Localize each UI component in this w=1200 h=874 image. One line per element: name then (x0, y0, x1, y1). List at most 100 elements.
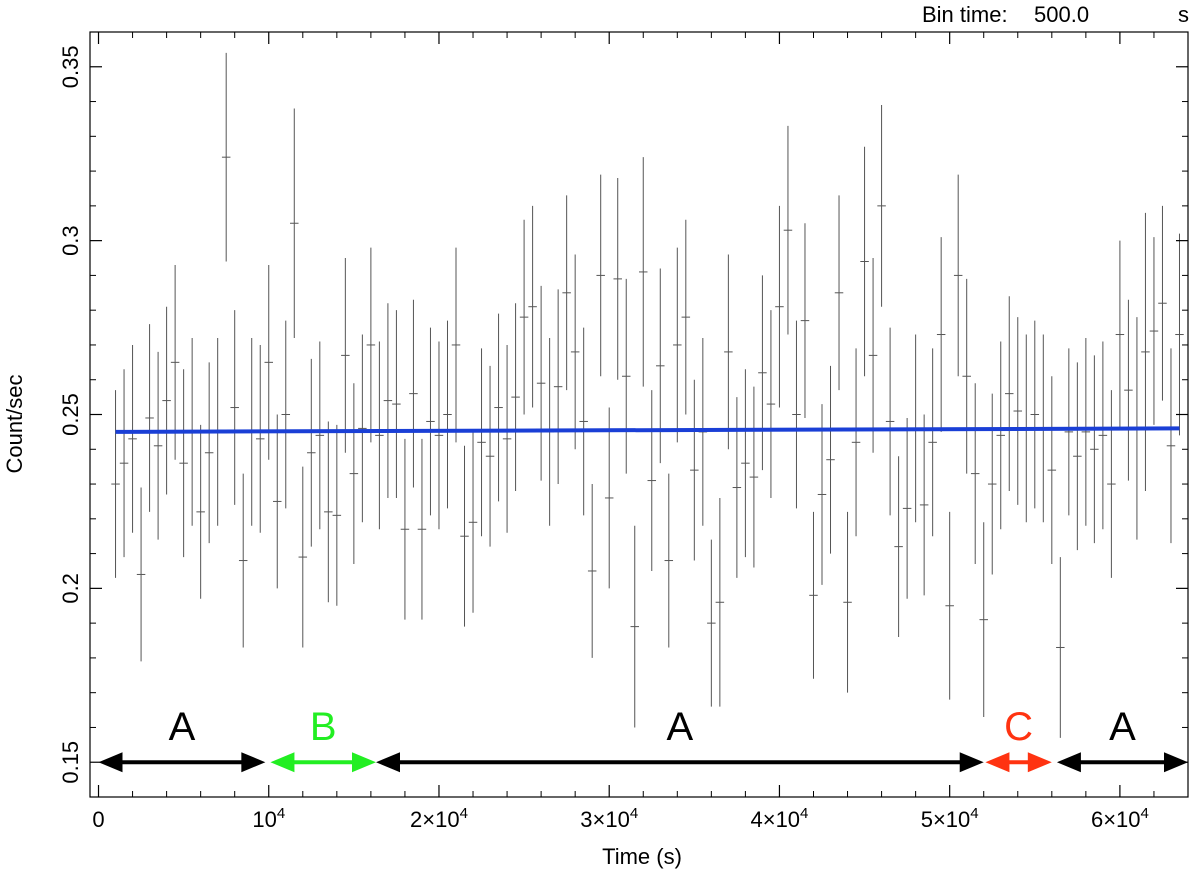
data-point (741, 369, 750, 558)
data-point (1141, 212, 1150, 491)
data-point (758, 275, 767, 471)
data-point (962, 278, 971, 474)
data-point (298, 466, 308, 648)
data-point (1175, 233, 1184, 436)
data-point (1149, 237, 1159, 425)
data-point (485, 365, 495, 547)
arrowhead-left (375, 752, 400, 773)
y-tick-label: 0.15 (58, 741, 83, 784)
data-point (238, 473, 248, 648)
data-point (919, 414, 929, 596)
data-point (460, 445, 469, 627)
segment-label: B (310, 705, 337, 749)
data-point (1013, 317, 1023, 505)
y-tick-label: 0.25 (58, 393, 83, 436)
x-tick-label: 0 (92, 807, 104, 832)
data-point (349, 383, 359, 565)
bin-time-value: 500.0 (1034, 2, 1089, 27)
data-point (877, 105, 886, 307)
data-point (111, 390, 120, 578)
y-axis-title: Count/sec (2, 374, 27, 473)
data-point (996, 341, 1005, 530)
fit-line-group (115, 426, 1180, 434)
data-point (128, 344, 137, 533)
data-point (264, 264, 273, 460)
arrowhead-left (985, 752, 1010, 773)
data-point (979, 522, 988, 718)
data-point (307, 358, 316, 547)
data-point (230, 310, 239, 505)
x-tick-label: 6×104 (1091, 805, 1149, 832)
data-point (383, 303, 393, 498)
data-point (417, 438, 427, 620)
data-point (1030, 320, 1040, 509)
data-point (621, 278, 631, 474)
data-point (528, 205, 537, 408)
segment-label: C (1004, 705, 1033, 749)
data-point (315, 341, 325, 530)
y-axis: 0.15 0.2 0.25 0.3 0.35 (58, 31, 1188, 798)
data-point (843, 511, 852, 693)
segment-label: A (667, 705, 694, 749)
data-point (519, 219, 529, 415)
data-point (570, 254, 580, 450)
bin-time-label: Bin time: (922, 2, 1008, 27)
data-point (639, 157, 648, 387)
data-point (281, 320, 291, 509)
arrowhead-right (351, 752, 376, 773)
data-point (494, 313, 503, 502)
data-point (290, 108, 299, 338)
data-point (451, 247, 461, 443)
x-axis-title: Time (s) (602, 844, 682, 869)
data-point (502, 344, 512, 533)
data-point (894, 456, 903, 638)
data-point (860, 146, 869, 377)
data-point (945, 511, 954, 700)
data-point (1124, 299, 1133, 481)
data-point (196, 424, 205, 599)
data-point (1056, 557, 1065, 738)
data-point (987, 393, 997, 575)
data-point (426, 327, 435, 516)
x-tick-label: 2×104 (410, 805, 468, 832)
data-point (1115, 240, 1125, 429)
data-point (366, 247, 376, 443)
data-point (341, 258, 350, 453)
data-point (664, 473, 674, 648)
data-point (477, 348, 486, 537)
bin-time-unit: s (1178, 2, 1189, 27)
y-tick-label: 0.3 (58, 225, 83, 256)
data-point (375, 341, 384, 530)
data-point (596, 174, 605, 377)
data-point (145, 324, 154, 512)
data-point (809, 511, 818, 679)
data-point (136, 487, 146, 662)
x-tick-label: 5×104 (921, 805, 979, 832)
data-point (468, 431, 478, 613)
data-point (324, 421, 333, 603)
x-tick-label: 3×104 (580, 805, 638, 832)
data-point (443, 320, 452, 509)
data-point (392, 310, 401, 498)
y-tick-label: 0.2 (58, 573, 83, 604)
segment-a: A (98, 705, 266, 773)
segment-a: A (375, 705, 984, 773)
data-point (885, 327, 895, 516)
data-point (204, 362, 214, 544)
data-point (1166, 348, 1176, 544)
data-point (1005, 296, 1014, 491)
segment-c: C (985, 705, 1052, 773)
data-point (766, 310, 776, 498)
data-point (119, 369, 129, 558)
data-point (800, 223, 810, 418)
data-point (179, 369, 188, 558)
data-point (902, 417, 912, 599)
data-point (434, 341, 444, 530)
data-point (1090, 355, 1099, 544)
data-point (162, 306, 171, 495)
data-point (604, 407, 614, 589)
data-point (358, 334, 367, 523)
data-point (647, 390, 657, 571)
data-point (1073, 362, 1082, 551)
y-tick-label: 0.35 (58, 45, 83, 88)
